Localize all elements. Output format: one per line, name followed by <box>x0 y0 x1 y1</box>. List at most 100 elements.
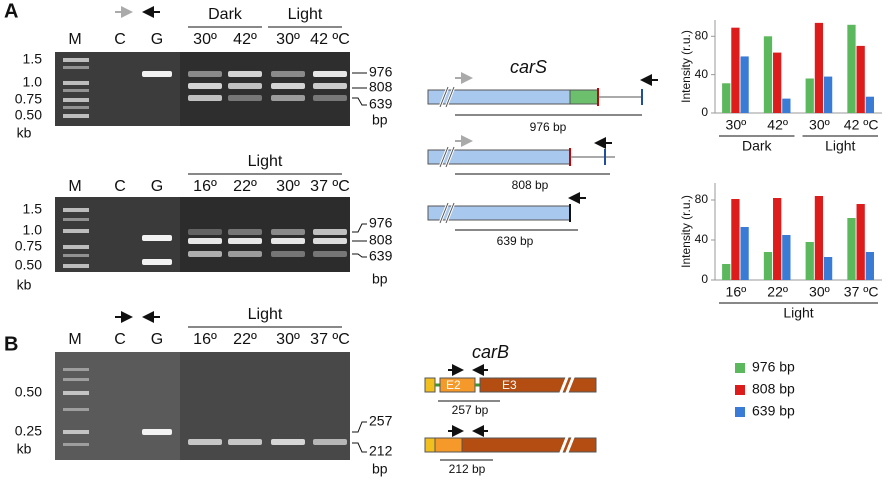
lane-label: M <box>68 31 81 48</box>
ladder-label: 1.0 <box>23 74 43 90</box>
bar <box>847 24 856 113</box>
group-label: Light <box>248 153 283 170</box>
ladder-label: 0.50 <box>15 107 42 123</box>
gel-band <box>228 238 262 244</box>
gene-name: carB <box>472 342 509 362</box>
lane-label: 37 ºC <box>310 331 350 348</box>
panel-label: B <box>4 333 18 355</box>
gel-band <box>228 95 262 101</box>
y-tick-label: 0 <box>701 272 708 286</box>
bar <box>805 242 814 280</box>
lane-label: 16º <box>193 178 217 195</box>
bar <box>763 36 773 114</box>
gel-band <box>142 71 172 77</box>
band-label: 639 <box>369 96 393 112</box>
cars-diagram: carS 976 bp 808 bp 639 bp <box>427 57 658 248</box>
bar <box>740 56 749 113</box>
gel-band <box>63 443 89 446</box>
gel-band <box>313 439 347 445</box>
bar <box>763 252 773 280</box>
band-label: 212 <box>369 443 393 459</box>
exon-label: E2 <box>446 378 461 392</box>
gel-band <box>63 254 89 257</box>
gel-band <box>271 439 305 445</box>
band-label: 976 <box>369 64 393 80</box>
gel-band <box>271 95 305 101</box>
gel-band <box>188 238 222 244</box>
group-label: Dark <box>742 138 773 154</box>
band-label: 808 <box>369 232 393 248</box>
gel-band <box>271 229 305 235</box>
x-tick-label: 42 ºC <box>844 117 879 133</box>
y-tick-label: 80 <box>695 28 709 42</box>
x-tick-label: 37 ºC <box>844 284 879 300</box>
x-tick-label: 30º <box>809 117 830 133</box>
band-label: 976 <box>369 215 393 231</box>
group-label: Light <box>783 305 813 321</box>
ladder-label: 0.50 <box>15 257 42 273</box>
band-label: 639 <box>369 248 393 264</box>
bar <box>731 199 740 280</box>
band-pointer <box>352 223 367 233</box>
amplicon-size: 212 bp <box>449 462 486 476</box>
lane-label: 37 ºC <box>310 178 350 195</box>
bar <box>740 227 749 280</box>
gene-name: carS <box>510 57 547 77</box>
x-tick-label: 16º <box>726 284 747 300</box>
lane-label: 30º <box>193 31 217 48</box>
band-pointer <box>352 253 367 258</box>
y-tick-label: 40 <box>695 67 709 81</box>
band-unit: bp <box>372 112 388 128</box>
legend-label: 639 bp <box>752 403 795 419</box>
ladder-label: 1.0 <box>23 222 43 238</box>
bar <box>847 218 856 280</box>
gel-band <box>188 83 222 89</box>
group-label: Light <box>248 306 283 323</box>
lane-label: M <box>68 178 81 195</box>
gel-band <box>63 106 89 109</box>
x-tick-label: 30º <box>809 284 830 300</box>
gel-band <box>313 71 347 77</box>
legend-label: 808 bp <box>752 381 795 397</box>
gel-band <box>188 229 222 235</box>
gel-band <box>63 89 89 92</box>
gel-band <box>63 368 89 371</box>
band-pointer <box>352 97 367 106</box>
amplicon-size: 639 bp <box>497 234 534 248</box>
bar <box>823 257 833 280</box>
gel-band <box>63 114 89 118</box>
bar <box>865 96 874 113</box>
bar <box>782 98 791 113</box>
bar <box>773 52 782 113</box>
band-label: 257 <box>369 413 393 429</box>
gel-band <box>188 95 222 101</box>
legend-swatch <box>735 407 745 417</box>
gel-band <box>63 245 89 249</box>
ladder-label: 1.5 <box>23 201 43 217</box>
band-unit: bp <box>372 461 388 477</box>
gel-band <box>313 229 347 235</box>
gel-band <box>142 259 172 265</box>
lane-label: 42º <box>233 31 257 48</box>
gel-band <box>228 229 262 235</box>
gel-band <box>63 66 89 69</box>
lane-label: 30º <box>276 331 300 348</box>
lane-label: C <box>114 331 126 348</box>
gel-band <box>228 83 262 89</box>
bar <box>856 45 865 113</box>
gel-band <box>271 238 305 244</box>
gel-band <box>271 83 305 89</box>
gel-band <box>63 98 89 102</box>
gel-band <box>142 235 172 241</box>
bar <box>814 196 824 280</box>
lane-label: G <box>151 178 163 195</box>
lane-label: C <box>114 178 126 195</box>
band-pointer <box>352 442 367 453</box>
y-axis-label: Intensity (r.u.) <box>679 30 693 103</box>
gel-band <box>188 251 222 257</box>
exon-label: E3 <box>502 378 517 392</box>
y-axis-label: Intensity (r.u.) <box>679 195 693 268</box>
ladder-label: 0.75 <box>15 91 42 107</box>
amplicon-size: 808 bp <box>512 178 549 192</box>
